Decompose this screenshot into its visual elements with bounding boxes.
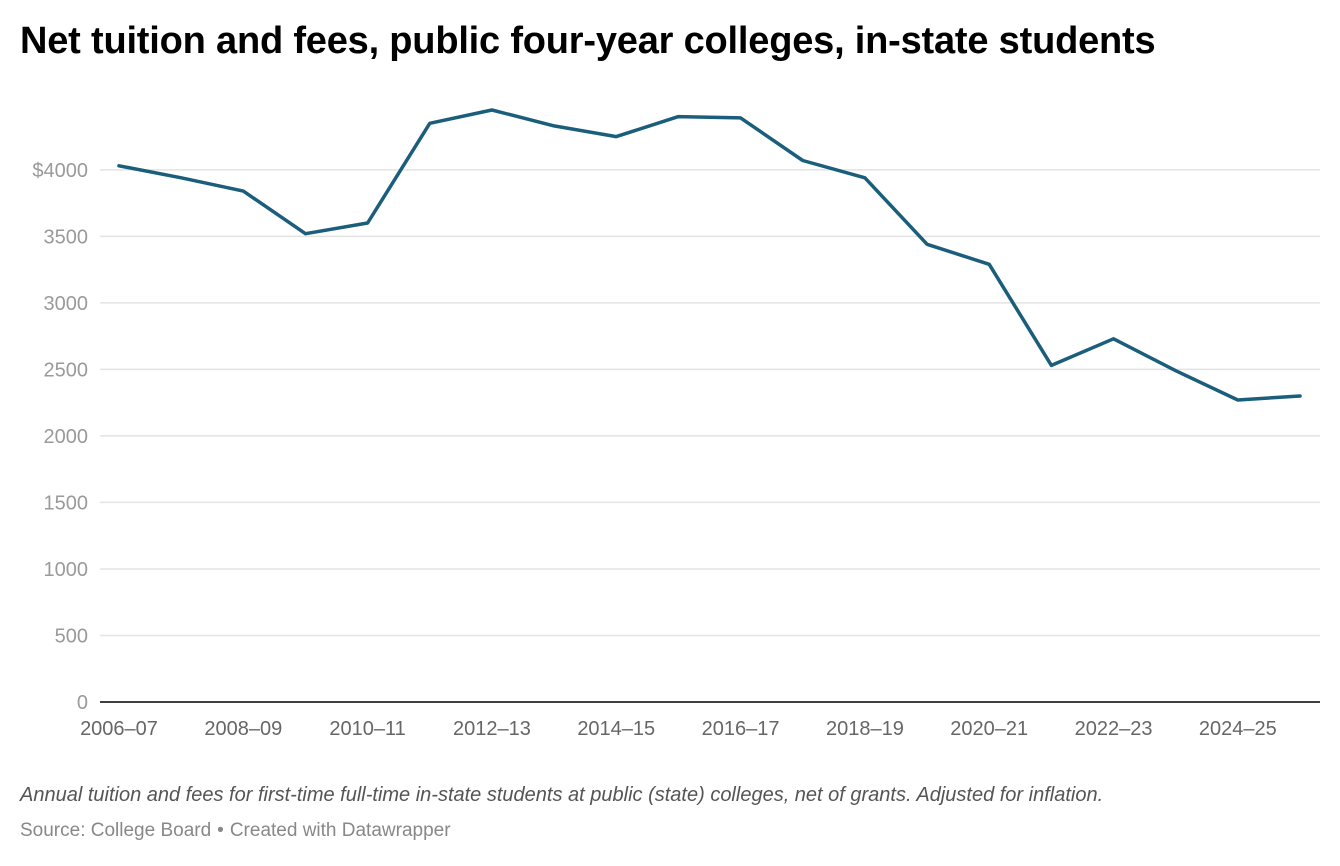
y-tick-label: 2500	[44, 359, 89, 381]
x-tick-label: 2012–13	[453, 718, 531, 740]
chart-notes: Annual tuition and fees for first-time f…	[20, 784, 1104, 806]
y-tick-label: 3000	[44, 293, 89, 315]
series-line	[117, 108, 1302, 402]
y-tick-label: 1500	[44, 492, 89, 514]
x-tick-label: 2020–21	[950, 718, 1028, 740]
y-tick-label: 2000	[44, 426, 89, 448]
x-tick-label: 2006–07	[80, 718, 158, 740]
x-tick-label: 2016–17	[702, 718, 780, 740]
x-axis-tick-labels: 2006–07 2008–09 2010–11 2012–13 2014–15 2016–…	[80, 718, 1277, 740]
x-tick-label: 2008–09	[204, 718, 282, 740]
x-tick-label: 2022–23	[1075, 718, 1153, 740]
y-tick-label: $4000	[32, 160, 88, 182]
y-tick-label: 0	[77, 692, 88, 714]
y-axis-tick-labels: 0 500 1000 1500 2000 2500 3000 3500 $4000	[32, 160, 88, 714]
chart-footer: Source: College Board • Created with Dataw…	[20, 820, 451, 842]
credit-label: Created with Datawrapper	[229, 820, 451, 841]
y-tick-label: 1000	[44, 559, 89, 581]
x-tick-label: 2024–25	[1199, 718, 1277, 740]
y-tick-label: 500	[55, 625, 88, 647]
gridlines	[100, 169, 1320, 637]
series-lines	[117, 108, 1302, 402]
line-chart: 0 500 1000 1500 2000 2500 3000 3500 $4000 2006–0…	[32, 108, 1320, 740]
source-label: Source: College Board	[20, 820, 212, 841]
x-tick-label: 2010–11	[329, 718, 405, 740]
y-tick-label: 3500	[44, 226, 89, 248]
x-tick-label: 2018–19	[826, 718, 904, 740]
footer-separator: •	[217, 820, 224, 841]
chart-title: Net tuition and fees, public four-year c…	[20, 20, 1156, 62]
x-tick-label: 2014–15	[577, 718, 655, 740]
